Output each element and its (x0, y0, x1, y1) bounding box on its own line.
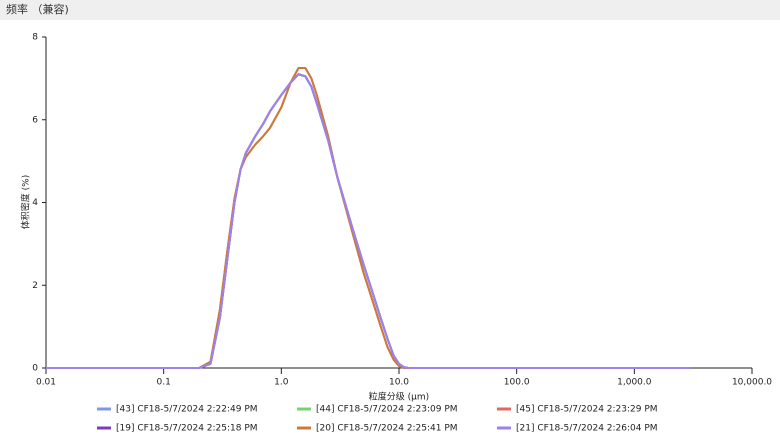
legend-label: [20] CF18-5/7/2024 2:25:41 PM (316, 424, 458, 434)
legend-label: [19] CF18-5/7/2024 2:25:18 PM (116, 424, 258, 434)
y-tick-label: 8 (32, 33, 38, 43)
y-axis-label: 体积密度 (%) (20, 175, 32, 229)
x-tick-label: 10.0 (389, 378, 409, 388)
x-tick-label: 10,000.0 (732, 378, 772, 388)
series-line (46, 73, 691, 369)
y-tick-label: 6 (32, 115, 38, 125)
series-line (46, 67, 691, 369)
x-tick-label: 0.01 (36, 378, 56, 388)
legend-label: [21] CF18-5/7/2024 2:26:04 PM (516, 424, 658, 434)
header-bar (0, 0, 780, 20)
y-tick-label: 4 (32, 198, 38, 208)
chart-title: 频率 （兼容) (6, 2, 69, 16)
x-tick-label: 1.0 (274, 378, 289, 388)
series-line (46, 73, 691, 369)
x-tick-label: 1,000.0 (617, 378, 652, 388)
y-tick-label: 0 (32, 364, 38, 374)
x-tick-label: 0.1 (157, 378, 171, 388)
series-line (46, 73, 691, 369)
y-tick-label: 2 (32, 281, 38, 291)
legend-label: [45] CF18-5/7/2024 2:23:29 PM (516, 405, 658, 415)
series-line (46, 73, 691, 369)
series-line (46, 67, 691, 369)
legend-label: [43] CF18-5/7/2024 2:22:49 PM (116, 405, 258, 415)
legend-label: [44] CF18-5/7/2024 2:23:09 PM (316, 405, 458, 415)
x-axis-label: 粒度分级 (μm) (369, 391, 429, 403)
x-tick-label: 100.0 (504, 378, 530, 388)
